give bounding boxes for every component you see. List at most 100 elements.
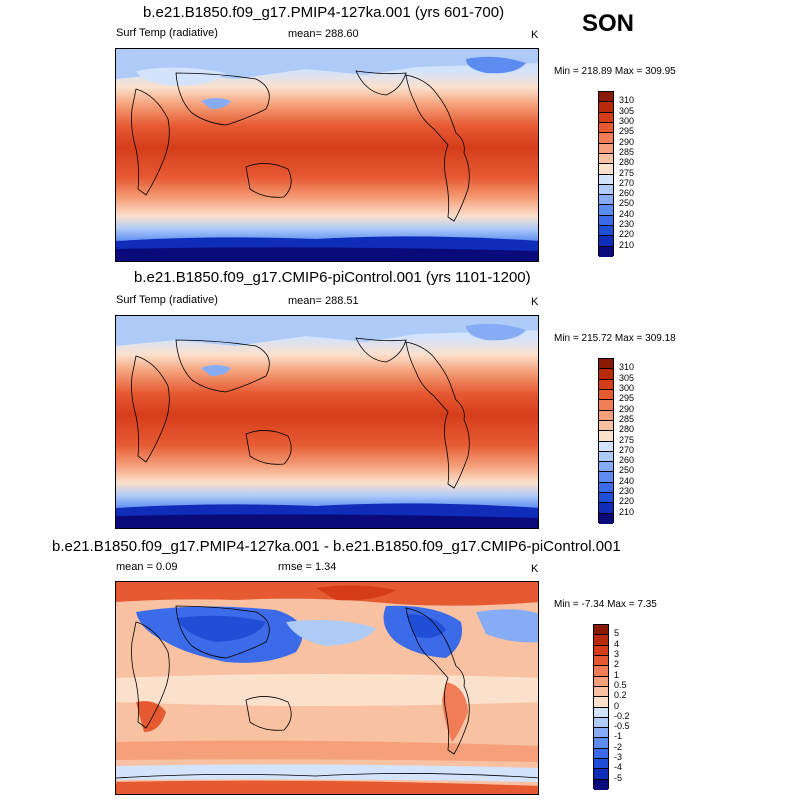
colorbar-segment bbox=[599, 359, 613, 370]
colorbar-segment bbox=[594, 676, 608, 687]
colorbar-segment bbox=[599, 215, 613, 227]
colorbar-tick-label: 285 bbox=[619, 413, 635, 424]
colorbar-segment bbox=[594, 748, 608, 760]
colorbar-tick-label: 210 bbox=[619, 239, 635, 250]
colorbar-tick-label: 230 bbox=[619, 486, 635, 497]
colorbar-tick-label: 305 bbox=[619, 372, 635, 383]
colorbar-tick-label: 3 bbox=[614, 648, 620, 659]
colorbar-tick-label: 2 bbox=[614, 659, 620, 670]
colorbar-segment bbox=[594, 645, 608, 656]
colorbar-tick-label: 210 bbox=[619, 506, 635, 517]
colorbar-tick-label: 220 bbox=[619, 496, 635, 507]
colorbar-segment bbox=[599, 441, 613, 452]
panel-2-variable-label: Surf Temp (radiative) bbox=[116, 294, 218, 306]
colorbar-tick-label: 260 bbox=[619, 188, 635, 199]
colorbar-segment bbox=[599, 472, 613, 483]
panel-3-title: b.e21.B1850.f09_g17.PMIP4-127ka.001 - b.… bbox=[52, 538, 621, 555]
panel-2-title: b.e21.B1850.f09_g17.CMIP6-piControl.001 … bbox=[134, 269, 531, 286]
colorbar-tick-label: 310 bbox=[619, 362, 635, 373]
colorbar-tick-label: 0.2 bbox=[614, 690, 627, 701]
colorbar-segment bbox=[594, 655, 608, 667]
colorbar-tick-label: 230 bbox=[619, 219, 635, 230]
panel-3-min-max: Min = -7.34 Max = 7.35 bbox=[554, 599, 657, 610]
colorbar-tick-label: 220 bbox=[619, 229, 635, 240]
colorbar-segment bbox=[594, 666, 608, 677]
colorbar-segment bbox=[594, 769, 608, 780]
colorbar-tick-label: 1 bbox=[614, 669, 620, 680]
colorbar-segment bbox=[594, 779, 608, 790]
colorbar-segment bbox=[599, 92, 613, 103]
colorbar-segment bbox=[599, 451, 613, 463]
colorbar-tick-label: 240 bbox=[619, 475, 635, 486]
colorbar-tick-label: 260 bbox=[619, 455, 635, 466]
colorbar-segment bbox=[599, 420, 613, 432]
colorbar-segment bbox=[599, 164, 613, 175]
colorbar-segment bbox=[599, 513, 613, 524]
colorbar-segment bbox=[599, 400, 613, 411]
colorbar-segment bbox=[594, 759, 608, 770]
colorbar-segment bbox=[599, 389, 613, 401]
panel-3-mean-label: mean = 0.09 bbox=[116, 561, 178, 573]
colorbar-segment bbox=[599, 246, 613, 257]
colorbar-tick-label: 270 bbox=[619, 177, 635, 188]
colorbar-tick-label: 300 bbox=[619, 115, 635, 126]
colorbar-segment bbox=[599, 174, 613, 185]
colorbar-segment bbox=[599, 410, 613, 421]
colorbar-segment bbox=[599, 226, 613, 237]
colorbar-segment bbox=[599, 369, 613, 380]
colorbar-tick-label: -0.2 bbox=[614, 710, 630, 721]
colorbar-tick-label: 250 bbox=[619, 465, 635, 476]
colorbar-segment bbox=[599, 112, 613, 123]
colorbar-tick-label: 310 bbox=[619, 95, 635, 106]
colorbar-segment bbox=[594, 635, 608, 646]
colorbar-tick-label: -2 bbox=[614, 741, 623, 752]
colorbar-segment bbox=[599, 133, 613, 144]
colorbar-tick-label: -1 bbox=[614, 731, 623, 742]
panel-1-variable-label: Surf Temp (radiative) bbox=[116, 27, 218, 39]
colorbar-tick-label: 270 bbox=[619, 444, 635, 455]
panel-2-mean-label: mean= 288.51 bbox=[288, 295, 359, 307]
colorbar-tick-label: 240 bbox=[619, 208, 635, 219]
colorbar-segment bbox=[599, 503, 613, 514]
panel-3-map bbox=[115, 581, 539, 795]
colorbar-tick-label: 300 bbox=[619, 382, 635, 393]
colorbar-tick-label: 275 bbox=[619, 434, 635, 445]
panel-2-min-max: Min = 215.72 Max = 309.18 bbox=[554, 333, 676, 344]
colorbar-tick-label: 290 bbox=[619, 403, 635, 414]
colorbar-tick-label: 295 bbox=[619, 393, 635, 404]
colorbar-tick-label: 275 bbox=[619, 167, 635, 178]
panel-3-map-field bbox=[116, 582, 538, 794]
colorbar-segment bbox=[594, 738, 608, 749]
colorbar-segment bbox=[599, 236, 613, 247]
colorbar-segment bbox=[594, 625, 608, 636]
colorbar-tick-label: 0.5 bbox=[614, 679, 627, 690]
colorbar-segment bbox=[599, 195, 613, 206]
colorbar-segment bbox=[599, 122, 613, 134]
colorbar-segment bbox=[599, 493, 613, 504]
colorbar-segment bbox=[599, 482, 613, 494]
panel-2-units: K bbox=[531, 296, 539, 308]
colorbar-segment bbox=[599, 379, 613, 390]
colorbar-segment bbox=[594, 697, 608, 708]
colorbar-tick-label: -3 bbox=[614, 752, 623, 763]
colorbar-tick-label: 280 bbox=[619, 424, 635, 435]
panel-3-colorbar bbox=[593, 624, 609, 790]
colorbar-tick-label: -5 bbox=[614, 772, 623, 783]
panel-1-map-field bbox=[116, 49, 538, 261]
colorbar-tick-label: 285 bbox=[619, 146, 635, 157]
panel-2-map-field bbox=[116, 316, 538, 528]
colorbar-segment bbox=[594, 728, 608, 739]
colorbar-segment bbox=[599, 205, 613, 216]
colorbar-tick-label: 250 bbox=[619, 198, 635, 209]
panel-2-colorbar bbox=[598, 358, 614, 524]
colorbar-tick-label: -4 bbox=[614, 762, 623, 773]
panel-2-map bbox=[115, 315, 539, 529]
panel-1-units: K bbox=[531, 29, 539, 41]
colorbar-tick-label: 290 bbox=[619, 136, 635, 147]
colorbar-segment bbox=[599, 431, 613, 442]
panel-1-min-max: Min = 218.89 Max = 309.95 bbox=[554, 66, 676, 77]
colorbar-tick-label: 4 bbox=[614, 638, 620, 649]
panel-1-map bbox=[115, 48, 539, 262]
panel-3-rmse-label: rmse = 1.34 bbox=[278, 561, 337, 573]
colorbar-segment bbox=[594, 686, 608, 698]
